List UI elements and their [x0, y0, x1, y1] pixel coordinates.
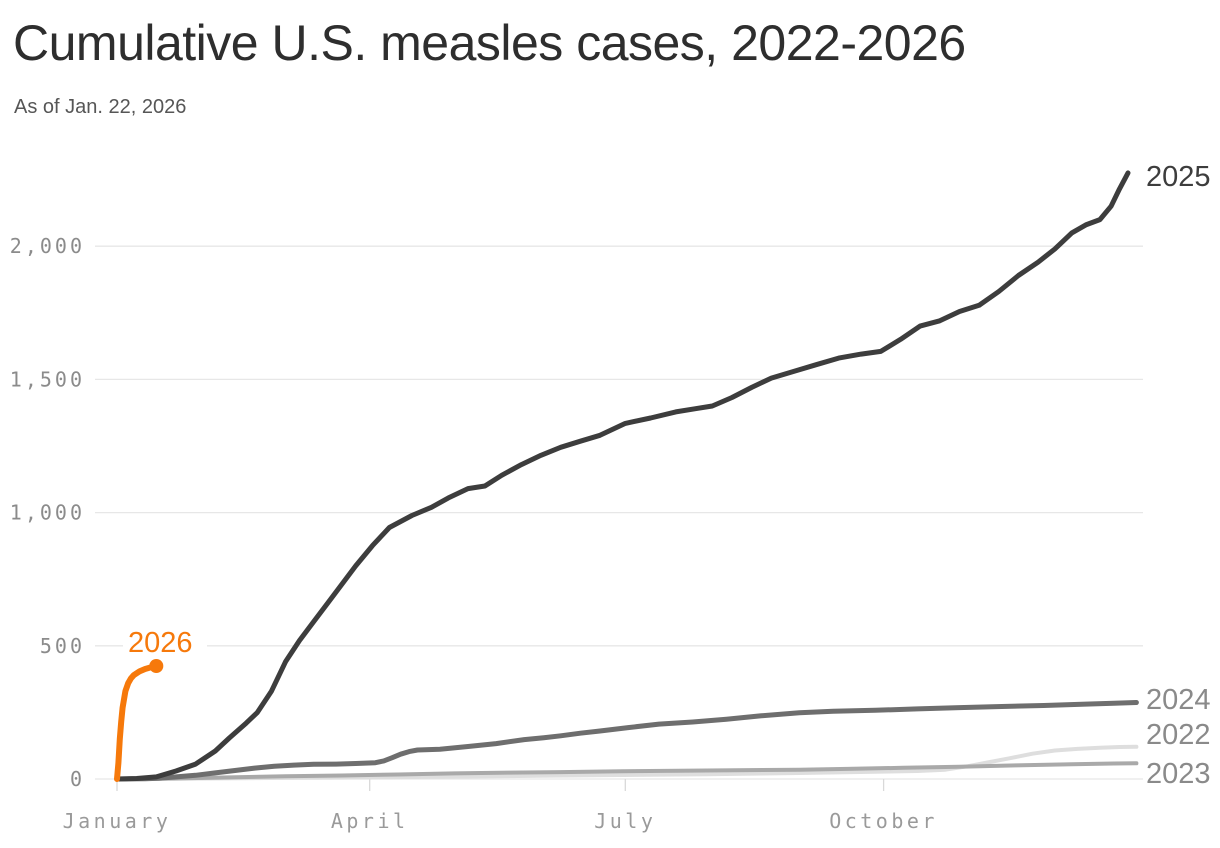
measles-cumulative-line-chart: 0 500 1,000 1,500 2,000 January April July Octob…: [10, 161, 1211, 833]
y-tick-label-0: 0: [70, 767, 85, 791]
chart-subtitle: As of Jan. 22, 2026: [14, 96, 187, 118]
series-line-2022: [115, 744, 1139, 781]
y-tick-label-2000: 2,000: [10, 234, 85, 258]
series-label-2025: 2025: [1146, 161, 1211, 193]
series-label-2022: 2022: [1146, 719, 1211, 751]
x-tick-label-january: January: [63, 809, 172, 833]
y-tick-label-1500: 1,500: [10, 367, 85, 391]
series-label-2024: 2024: [1146, 684, 1211, 716]
series-end-dot-2026: [149, 659, 164, 673]
y-tick-label-1000: 1,000: [10, 501, 85, 525]
series-label-halo-2026: [123, 625, 207, 659]
y-tick-label-500: 500: [40, 634, 85, 658]
x-tick-label-july: July: [594, 809, 656, 833]
series-line-2024: [114, 700, 1139, 782]
series-line-2023: [115, 761, 1139, 781]
series-line-2026: [114, 663, 160, 782]
series-label-2026: 2026: [128, 627, 193, 659]
series-label-2023: 2023: [1146, 758, 1211, 790]
x-tick-label-october: October: [829, 809, 938, 833]
chart-title: Cumulative U.S. measles cases, 2022-2026: [13, 15, 966, 71]
series-line-2025: [114, 170, 1131, 782]
x-tick-label-april: April: [331, 809, 409, 833]
